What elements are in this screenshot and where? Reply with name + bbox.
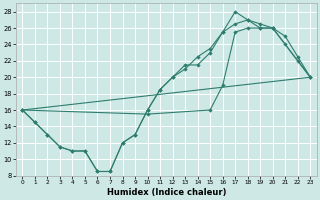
X-axis label: Humidex (Indice chaleur): Humidex (Indice chaleur) (107, 188, 226, 197)
